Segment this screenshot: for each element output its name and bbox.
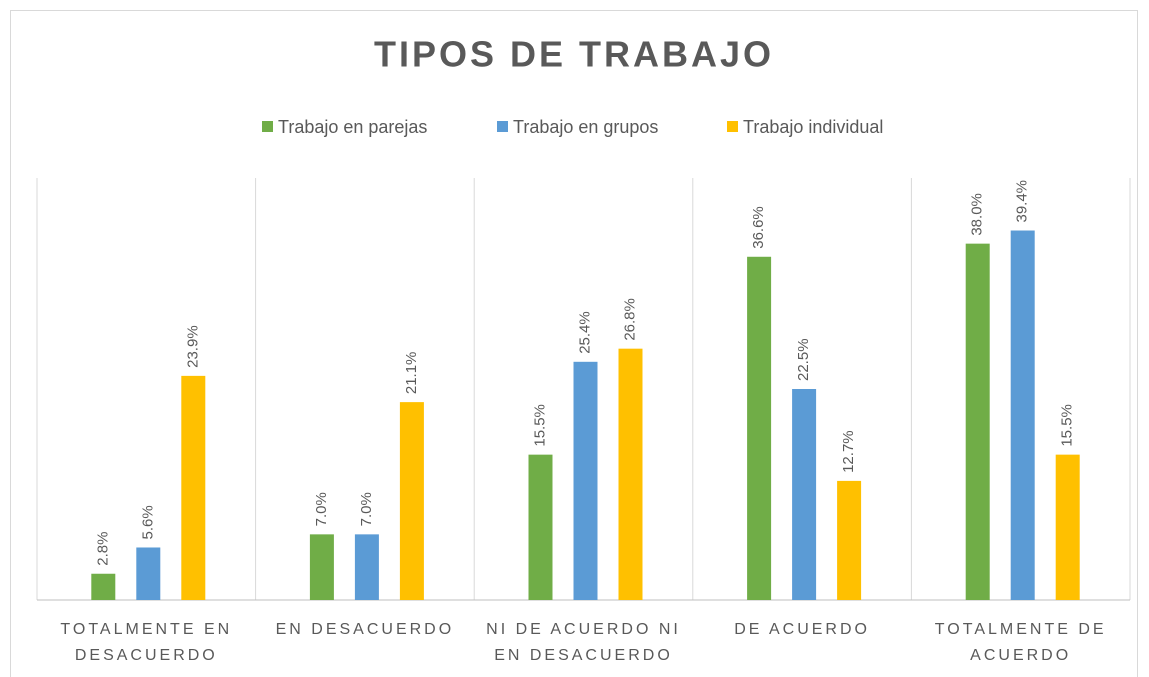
value-label: 36.6% (750, 206, 767, 249)
bar (965, 243, 990, 600)
x-tick-label: DE ACUERDO (734, 621, 870, 638)
legend-swatch (497, 121, 508, 132)
value-label: 23.9% (184, 325, 201, 368)
x-tick-label: EN DESACUERDO (275, 621, 455, 638)
bar (573, 361, 598, 600)
value-label: 15.5% (1059, 404, 1076, 447)
legend-label: Trabajo en parejas (278, 117, 427, 137)
value-label: 21.1% (403, 352, 420, 395)
bar (1010, 230, 1035, 600)
x-tick-label: NI DE ACUERDO NI EN DESACUERDO (486, 621, 681, 664)
chart-title: TIPOS DE TRABAJO (374, 34, 774, 75)
legend-label: Trabajo en grupos (513, 117, 658, 137)
bar (181, 375, 206, 600)
value-label: 7.0% (358, 492, 375, 526)
bar (1055, 454, 1080, 600)
value-label: 39.4% (1014, 180, 1031, 223)
bar (747, 256, 772, 600)
x-tick-label: TOTALMENTE DE ACUERDO (934, 621, 1107, 664)
value-label: 26.8% (621, 298, 638, 341)
value-label: 2.8% (94, 532, 111, 566)
value-label: 15.5% (531, 404, 548, 447)
value-label: 7.0% (313, 492, 330, 526)
value-label: 22.5% (795, 338, 812, 381)
x-tick-label: TOTALMENTE EN DESACUERDO (60, 621, 233, 664)
bar (837, 480, 862, 600)
value-label: 5.6% (139, 505, 156, 539)
legend-swatch (727, 121, 738, 132)
legend-swatch (262, 121, 273, 132)
value-label: 12.7% (840, 430, 857, 473)
legend-label: Trabajo individual (743, 117, 883, 137)
bar (528, 454, 553, 600)
bar (136, 547, 161, 600)
bar (792, 389, 817, 600)
bar (309, 534, 334, 600)
chart-border (10, 10, 1138, 677)
bar (354, 534, 379, 600)
value-label: 38.0% (969, 193, 986, 236)
bar (91, 573, 116, 600)
value-label: 25.4% (576, 311, 593, 354)
bar (399, 402, 424, 600)
bar (618, 348, 643, 600)
